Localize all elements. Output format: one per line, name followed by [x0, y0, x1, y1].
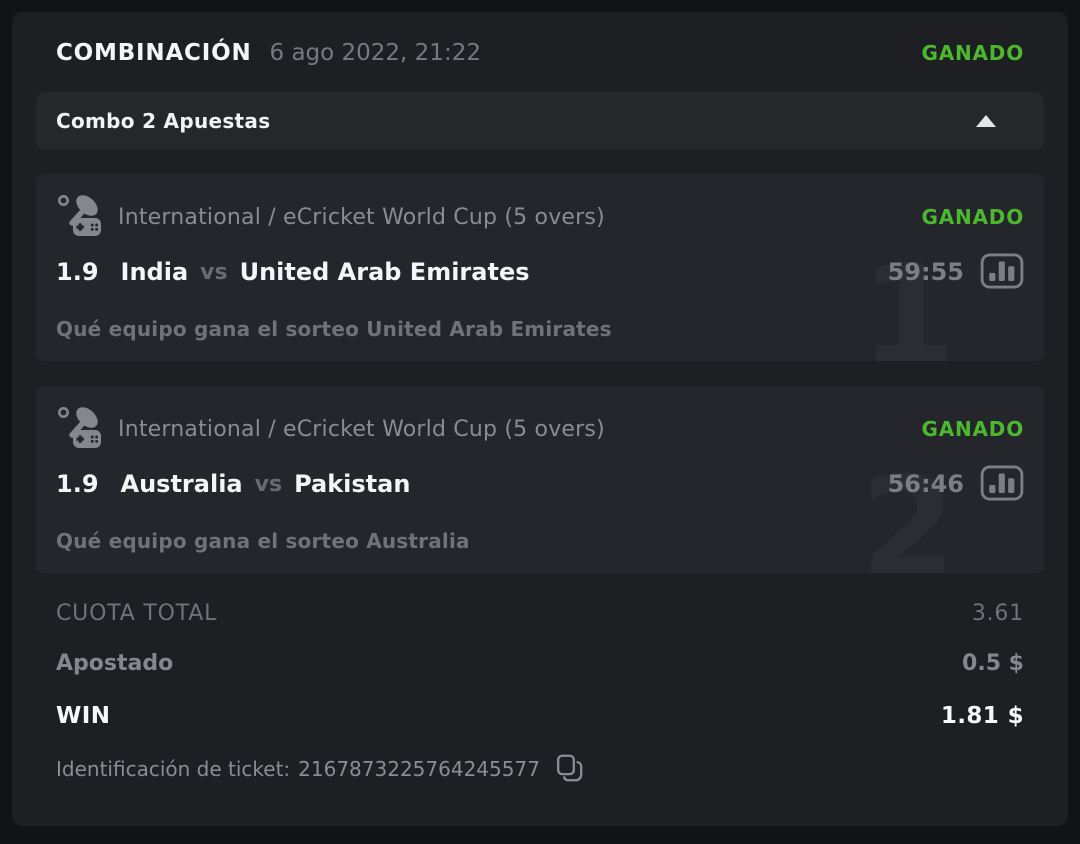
stats-button[interactable]	[980, 464, 1024, 504]
vs-label: vs	[254, 471, 283, 497]
bet-datetime: 6 ago 2022, 21:22	[269, 40, 481, 66]
odds-value: 1.9	[56, 258, 99, 286]
vs-label: vs	[200, 259, 228, 285]
bet-league-group: International / eCricket World Cup (5 ov…	[56, 192, 605, 242]
ticket-id-value: 2167873225764245577	[298, 757, 540, 781]
bet-league-row: International / eCricket World Cup (5 ov…	[56, 194, 1024, 240]
win-label: WIN	[56, 703, 111, 729]
league-label: International / eCricket World Cup (5 ov…	[118, 416, 605, 442]
bet-status-badge: GANADO	[921, 205, 1024, 229]
bet-type-label: COMBINACIÓN	[56, 40, 252, 66]
bet-card-1: 1 Internat	[36, 174, 1044, 361]
bar-chart-icon	[980, 252, 1024, 292]
triangle-up-icon	[976, 115, 996, 127]
ticket-id-label: Identificación de ticket:	[56, 757, 291, 781]
ticket-id-row: Identificación de ticket: 21678732257642…	[56, 753, 1024, 785]
away-team: United Arab Emirates	[239, 258, 530, 286]
match-time-group: 59:55	[887, 252, 1024, 292]
home-team: Australia	[120, 470, 243, 498]
match-time-group: 56:46	[887, 464, 1024, 504]
bet-ticket-card: COMBINACIÓN 6 ago 2022, 21:22 GANADO Com…	[12, 12, 1068, 826]
copy-button[interactable]	[556, 753, 583, 786]
bar-chart-icon	[980, 464, 1024, 504]
ticket-header: COMBINACIÓN 6 ago 2022, 21:22 GANADO	[56, 12, 1024, 68]
market-label: Qué equipo gana el sorteo Australia	[56, 529, 470, 553]
stake-value: 0.5 $	[962, 650, 1024, 676]
stats-button[interactable]	[980, 252, 1024, 292]
league-label: International / eCricket World Cup (5 ov…	[118, 204, 605, 230]
bet-card-2: 2 Internat	[36, 386, 1044, 573]
ticket-status-badge: GANADO	[921, 41, 1024, 65]
match-name-group: 1.9 India vs United Arab Emirates	[56, 258, 530, 286]
home-team: India	[120, 258, 189, 286]
bet-market-row: Qué equipo gana el sorteo United Arab Em…	[56, 314, 1024, 344]
match-time: 59:55	[887, 258, 964, 286]
bet-league-row: International / eCricket World Cup (5 ov…	[56, 406, 1024, 452]
ticket-header-left: COMBINACIÓN 6 ago 2022, 21:22	[56, 40, 481, 66]
bet-market-row: Qué equipo gana el sorteo Australia	[56, 526, 1024, 556]
bet-match-row: 1.9 Australia vs Pakistan 56:46	[56, 464, 1024, 504]
bet-league-group: International / eCricket World Cup (5 ov…	[56, 404, 605, 454]
total-odds-row: CUOTA TOTAL 3.61	[56, 595, 1024, 631]
odds-value: 1.9	[56, 470, 99, 498]
stake-label: Apostado	[56, 650, 174, 676]
match-name-group: 1.9 Australia vs Pakistan	[56, 470, 410, 498]
stake-row: Apostado 0.5 $	[56, 645, 1024, 681]
away-team: Pakistan	[294, 470, 411, 498]
match-time: 56:46	[887, 470, 964, 498]
copy-icon	[556, 753, 583, 786]
bet-status-badge: GANADO	[921, 417, 1024, 441]
combo-label: Combo 2 Apuestas	[56, 109, 271, 133]
total-odds-label: CUOTA TOTAL	[56, 600, 218, 626]
esports-cricket-icon	[56, 404, 104, 454]
market-label: Qué equipo gana el sorteo United Arab Em…	[56, 317, 612, 341]
esports-cricket-icon	[56, 192, 104, 242]
total-odds-value: 3.61	[971, 600, 1024, 626]
combo-toggle-row[interactable]: Combo 2 Apuestas	[36, 92, 1044, 150]
win-value: 1.81 $	[940, 703, 1024, 729]
bet-match-row: 1.9 India vs United Arab Emirates 59:55	[56, 252, 1024, 292]
win-row: WIN 1.81 $	[56, 697, 1024, 735]
